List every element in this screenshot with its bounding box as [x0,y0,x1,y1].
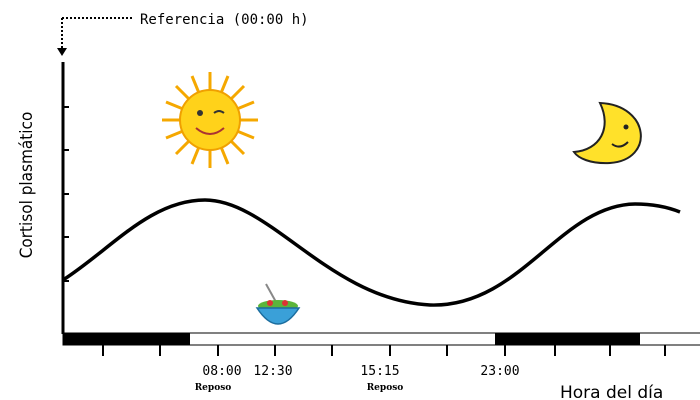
night-period [63,333,190,345]
reference-label: Referencia (00:00 h) [140,12,309,28]
cortisol-curve [63,200,680,305]
time-label: 12:30 [253,364,292,379]
rest-label: Reposo [195,383,232,393]
salad-icon [257,284,299,324]
x-ticks [103,345,665,356]
reference-arrow [62,18,132,50]
moon-icon [574,103,641,163]
x-axis-label: Hora del día [560,383,663,400]
time-label: 08:00 [202,364,241,379]
cortisol-diagram: Referencia (00:00 h) Cortisol plasmático… [0,0,700,400]
rest-label: Reposo [367,383,404,393]
reference-arrowhead [57,48,67,56]
time-label: 23:00 [480,364,519,379]
time-label: 15:15 [360,364,399,379]
sun-icon [162,72,258,168]
y-axis-label: Cortisol plasmático [17,112,37,259]
night-period [495,333,640,345]
